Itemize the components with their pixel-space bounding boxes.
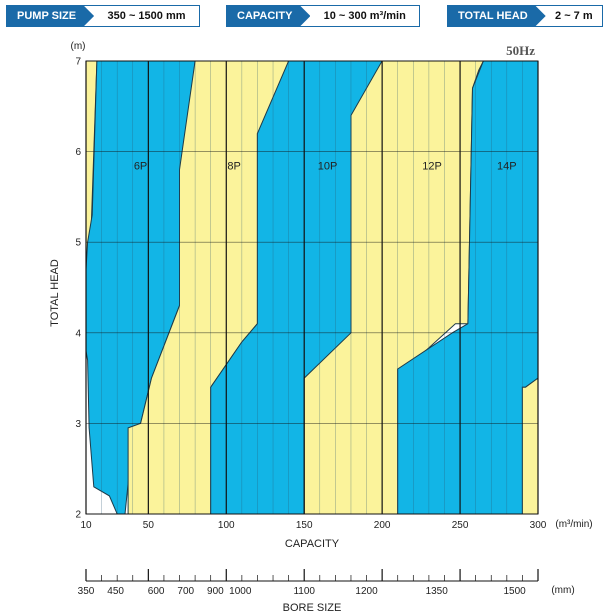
bore-tick-label: 1500 [503,586,526,597]
badge-value: 10 ~ 300 m³/min [310,6,419,26]
bore-tick-label: 1200 [355,586,378,597]
region-label-10P: 10P [318,161,338,173]
y-axis-title: TOTAL HEAD [49,259,61,327]
badge-value: 2 ~ 7 m [545,6,602,26]
badge-label: CAPACITY [227,6,310,26]
badge-capacity: CAPACITY 10 ~ 300 m³/min [226,5,420,27]
region-label-12P: 12P [422,161,442,173]
region-post [521,377,539,515]
bore-size-scale: 350 450 600 700 900 1000 1100 1200 1350 1500 [78,569,539,597]
chart-labels: 6P 8P 10P 12P 14P 10 50 100 150 200 250 300 2 3 4 5 6 7 [75,57,546,532]
bore-tick-label: 450 [107,586,124,597]
bore-tick-label: 350 [78,586,95,597]
y-tick-label: 6 [75,147,81,158]
x-tick-label: 250 [452,520,469,531]
y-tick-label: 4 [75,328,81,339]
chart-regions [85,60,539,515]
x-tick-label: 200 [374,520,391,531]
x-tick-label: 10 [80,520,92,531]
badge-pump-size: PUMP SIZE 350 ~ 1500 mm [6,5,200,27]
chart-grid [85,60,539,515]
badge-label: PUMP SIZE [7,6,94,26]
bore-tick-label: 1350 [426,586,449,597]
badge-label: TOTAL HEAD [448,6,546,26]
x-tick-label: 50 [143,520,155,531]
x-tick-label: 100 [218,520,235,531]
y-tick-label: 7 [75,57,81,68]
x-axis-title: CAPACITY [285,538,340,550]
y-tick-label: 2 [75,510,81,521]
bore-tick-label: 1000 [229,586,252,597]
x-unit-label: (m³/min) [555,519,592,530]
y-unit-label: (m) [71,41,86,52]
frequency-label: 50Hz [506,43,535,58]
bore-tick-label: 900 [207,586,224,597]
badge-total-head: TOTAL HEAD 2 ~ 7 m [447,5,603,27]
bore-tick-label: 1100 [293,586,315,597]
region-label-6P: 6P [134,161,147,173]
bore-tick-label: 600 [148,586,165,597]
x-tick-label: 300 [530,520,547,531]
region-label-8P: 8P [227,161,240,173]
bore-size-title: BORE SIZE [283,602,342,614]
y-tick-label: 5 [75,238,81,249]
x-tick-label: 150 [296,520,313,531]
badge-value: 350 ~ 1500 mm [94,6,199,26]
y-tick-label: 3 [75,419,81,430]
plot-frame [85,60,539,515]
region-label-14P: 14P [497,161,517,173]
bore-tick-label: 700 [177,586,194,597]
bore-size-unit: (mm) [551,585,574,596]
